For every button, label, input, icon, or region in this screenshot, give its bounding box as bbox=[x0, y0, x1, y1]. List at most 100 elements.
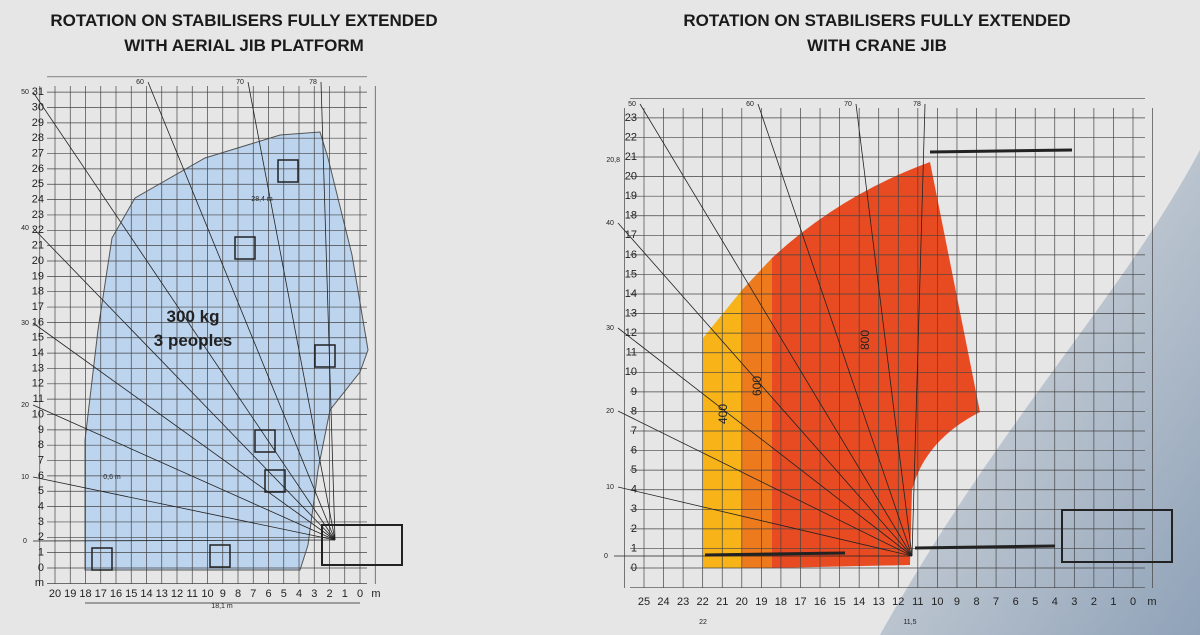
y-label: 8 bbox=[631, 405, 637, 417]
y-label: 11 bbox=[33, 393, 44, 405]
y-label: 9 bbox=[38, 424, 44, 436]
zone-label: 800 bbox=[858, 330, 872, 350]
angle-line bbox=[639, 103, 913, 557]
y-label: 23 bbox=[625, 112, 637, 124]
y-label: 17 bbox=[625, 229, 637, 241]
angle-label: 70 bbox=[236, 79, 244, 86]
platform-basket bbox=[264, 469, 286, 493]
angle-line bbox=[247, 81, 336, 541]
y-label: 16 bbox=[32, 316, 44, 328]
y-label: 15 bbox=[625, 268, 637, 280]
x-label: 12 bbox=[171, 588, 183, 600]
x-label: 0 bbox=[357, 588, 363, 600]
y-label: 25 bbox=[32, 178, 44, 190]
x-label: 8 bbox=[973, 596, 979, 608]
y-label: 14 bbox=[625, 288, 637, 300]
load-label: 300 kg bbox=[167, 307, 220, 326]
x-label: 20 bbox=[49, 588, 61, 600]
angle-label: 50 bbox=[21, 89, 29, 96]
x-label: 1 bbox=[342, 588, 348, 600]
y-label: 24 bbox=[32, 194, 44, 206]
x-label: 14 bbox=[853, 596, 865, 608]
crane-jib bbox=[704, 551, 846, 557]
x-label: 7 bbox=[993, 596, 999, 608]
y-label: 18 bbox=[32, 286, 44, 298]
annotation: 18,1 m bbox=[211, 603, 233, 610]
x-label: 12 bbox=[892, 596, 904, 608]
y-label: 5 bbox=[38, 485, 44, 497]
y-label: 19 bbox=[32, 270, 44, 282]
x-label: 2 bbox=[326, 588, 332, 600]
platform-basket bbox=[209, 544, 231, 568]
angle-label: 60 bbox=[136, 79, 144, 86]
x-label: 19 bbox=[64, 588, 76, 600]
y-label: 18 bbox=[625, 210, 637, 222]
angle-label: 70 bbox=[844, 101, 852, 108]
y-label: 17 bbox=[32, 301, 44, 313]
x-label: 7 bbox=[250, 588, 256, 600]
y-label: 13 bbox=[32, 362, 44, 374]
platform-basket bbox=[314, 344, 336, 368]
x-label: 16 bbox=[814, 596, 826, 608]
y-label: 21 bbox=[32, 240, 44, 252]
y-label: 3 bbox=[631, 503, 637, 515]
x-label: 1 bbox=[1110, 596, 1116, 608]
angle-line bbox=[617, 410, 913, 557]
y-label: 7 bbox=[631, 425, 637, 437]
angle-label: 30 bbox=[606, 325, 614, 332]
x-label: 14 bbox=[140, 588, 152, 600]
x-label: 25 bbox=[638, 596, 650, 608]
angle-line bbox=[617, 222, 913, 557]
platform-basket bbox=[277, 159, 299, 183]
y-label: 22 bbox=[625, 131, 637, 143]
machine bbox=[321, 524, 403, 566]
angle-label: 0 bbox=[23, 538, 27, 545]
title-line: WITH AERIAL JIB PLATFORM bbox=[124, 36, 364, 55]
background-swoosh bbox=[880, 150, 1200, 635]
x-label: 0 bbox=[1130, 596, 1136, 608]
angle-label: 40 bbox=[606, 220, 614, 227]
y-unit: m bbox=[35, 577, 44, 589]
y-label: 0 bbox=[631, 562, 637, 574]
x-label: 6 bbox=[1013, 596, 1019, 608]
zone-600 bbox=[742, 258, 772, 568]
y-label: 10 bbox=[32, 408, 44, 420]
x-label: 9 bbox=[220, 588, 226, 600]
y-label: 23 bbox=[32, 209, 44, 221]
y-label: 15 bbox=[32, 332, 44, 344]
x-label: 11 bbox=[187, 588, 198, 600]
annotation: 28,4 m bbox=[251, 196, 273, 203]
angle-label: 10 bbox=[21, 474, 29, 481]
y-label: 28 bbox=[32, 132, 44, 144]
y-label: 7 bbox=[38, 454, 44, 466]
x-label: 10 bbox=[931, 596, 943, 608]
x-label: 5 bbox=[281, 588, 287, 600]
y-label: 31 bbox=[32, 86, 44, 98]
angle-label: 78 bbox=[913, 101, 921, 108]
x-label: 17 bbox=[95, 588, 107, 600]
x-label: 19 bbox=[755, 596, 767, 608]
x-unit: m bbox=[371, 588, 380, 600]
x-label: 13 bbox=[873, 596, 885, 608]
angle-line bbox=[617, 486, 913, 557]
x-label: 18 bbox=[775, 596, 787, 608]
reach-mark: 11,5 bbox=[903, 619, 916, 626]
angle-label: 0 bbox=[604, 553, 608, 560]
y-label: 6 bbox=[631, 444, 637, 456]
y-label: 1 bbox=[631, 542, 637, 554]
platform-basket bbox=[91, 547, 113, 571]
angle-line bbox=[911, 103, 926, 557]
load-label: 3 peoples bbox=[154, 331, 232, 350]
y-label: 0 bbox=[38, 562, 44, 574]
zone-800 bbox=[772, 162, 980, 568]
x-label: 22 bbox=[697, 596, 709, 608]
y-label: 5 bbox=[631, 464, 637, 476]
x-label: 8 bbox=[235, 588, 241, 600]
angle-line bbox=[32, 404, 336, 541]
x-label: 10 bbox=[201, 588, 213, 600]
reach-mark: 22 bbox=[699, 619, 707, 626]
angle-label: 50 bbox=[628, 101, 636, 108]
angle-line bbox=[147, 81, 336, 541]
load-envelope bbox=[84, 131, 369, 571]
